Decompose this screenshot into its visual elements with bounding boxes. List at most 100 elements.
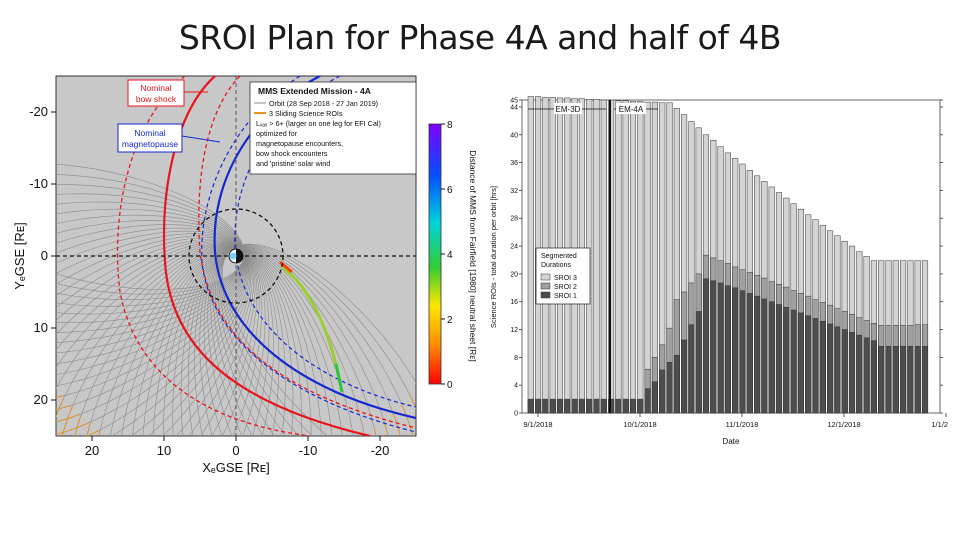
y-tick-label: 40 [510,132,518,139]
bar-sroi-1 [746,293,753,414]
x-axis-label: XₑGSE [Rᴇ] [202,460,270,475]
orbit-line [56,243,250,436]
em3d-label: EM-3D [556,105,581,114]
orbit-line [56,242,249,436]
bar-sroi-1 [556,399,564,414]
orbit-line [56,238,247,423]
bar-sroi-1 [571,399,578,414]
orbit-line [199,247,322,436]
colorbar-tick-label: 8 [447,120,453,131]
orbit-line [203,247,332,436]
y-tick-label: 20 [34,392,48,407]
y-axis-label: Science ROIs - total duration per orbit … [489,186,498,328]
bar-sroi-1 [622,399,629,414]
orbit-line [210,246,354,436]
colorbar-ticks: 8 6 4 2 0 [441,120,453,391]
bar-sroi-1 [797,312,804,414]
x-tick-label: 9/1/2018 [523,420,552,429]
bar-sroi-1 [834,326,841,414]
colorbar-tick-label: 0 [447,380,453,391]
orbit-line [56,230,246,375]
bar-sroi-1 [644,388,651,414]
em4a-marker: EM-4A [614,103,658,114]
legend-swatch [540,273,551,281]
y-tick-label: 45 [510,98,518,105]
bar-sroi-1 [535,399,542,414]
bar-sroi-1 [593,399,600,414]
bar-sroi-1 [586,399,593,414]
orbit-line [218,245,401,436]
magnetopause-callout: Nominal magnetopause [117,123,221,153]
orbit-legend: MMS Extended Mission - 4A Orbit (28 Sep … [249,81,417,175]
bar-sroi-1 [600,399,607,414]
legend-opt4: and 'pristine' solar wind [256,159,330,168]
bar-sroi-1 [885,345,892,414]
bar-sroi-1 [900,345,907,414]
legend-label: SROI 3 [554,275,577,282]
bar-sroi-1 [724,285,731,414]
bar-sroi-1 [819,320,826,414]
colorbar-tick-label: 6 [447,185,453,196]
x-tick-label: -20 [371,443,390,458]
bar-sroi-1 [615,399,622,414]
y-tick-label: 24 [510,244,518,251]
bar-sroi-1 [761,298,768,414]
bar-sroi-1 [870,340,877,414]
y-tick-label: 28 [510,216,518,223]
em4a-label: EM-4A [619,105,644,114]
earth-radius-circle [188,208,284,304]
bar-sroi-1 [710,280,717,414]
orbit-line [56,208,245,324]
y-tick-label: 0 [514,411,518,418]
bar-sroi-1 [688,324,695,414]
colorbar-label: Distance of MMS from Fairfield [1980] ne… [468,150,478,362]
bar-sroi-1 [681,339,688,414]
orbit-line [221,244,416,436]
efi-cal-leg-green [334,363,344,393]
bar-sroi-3 [644,101,651,414]
legend-label: SROI 1 [554,293,577,300]
bar-sroi-1 [666,361,673,414]
legend-lshell: Lₓₐₓ > 6+ (larger on one leg for EFI Cal… [256,119,381,128]
orbit-line [188,247,302,436]
bar-sroi-1 [863,337,870,414]
bar-sroi-1 [768,301,775,414]
orbit-line [56,184,245,300]
bar-sroi-3 [637,101,644,414]
bar-sroi-1 [783,307,790,414]
orbit-line [207,247,343,436]
bar-sroi-1 [549,399,556,414]
orbit-plot: Nominal bow shock Nominal magnetopause M… [10,75,478,475]
legend-rois: 3 Sliding Science ROIs [269,109,343,118]
bar-sroi-1 [637,399,644,414]
y-axis-ticks: -20 -10 0 10 20 [29,104,56,407]
y-tick-label: -10 [29,176,48,191]
orbit-line [56,235,246,398]
bar-sroi-1 [907,345,914,414]
bar-sroi-3 [629,101,637,414]
orbit-lines [56,163,416,436]
orbit-line [172,247,286,436]
roi-segment [10,297,56,390]
bar-sroi-3 [593,99,600,414]
legend-opt1: optimized for [256,129,298,138]
bar-sroi-1 [608,399,615,414]
orbit-line [86,245,256,436]
bar-sroi-1 [651,381,658,414]
x-axis-ticks: 9/1/2018 10/1/2018 11/1/2018 12/1/2018 1/1/2… [523,413,948,429]
bar-sroi-3 [622,100,629,414]
orbit-line [194,247,312,436]
legend-swatch [540,282,551,290]
orbit-line [216,245,389,436]
bow-shock-dashed-inner [198,76,416,429]
bar-sroi-1 [921,345,929,414]
legend-opt3: bow shock encounters [256,149,328,158]
bow-shock-label-2: bow shock [136,94,177,104]
colorbar-tick-label: 4 [447,250,453,261]
magnetopause-label-1: Nominal [134,128,165,138]
orbit-line [109,246,260,436]
orbit-line [56,224,245,354]
bar-sroi-1 [739,290,746,414]
x-tick-label: 20 [85,443,99,458]
